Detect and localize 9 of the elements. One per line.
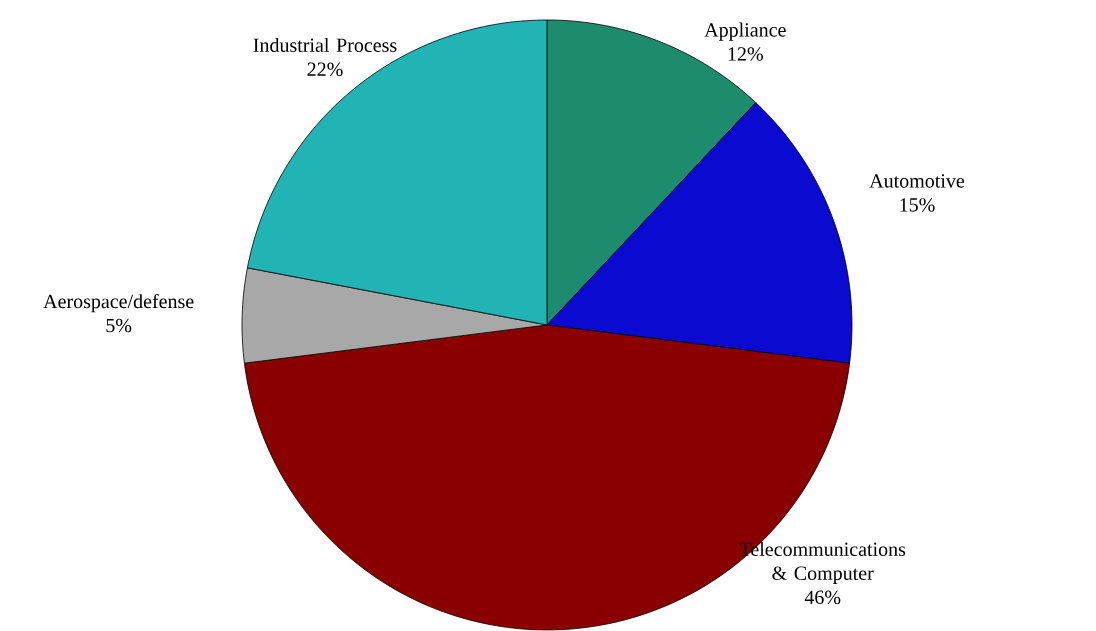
- data-label: 22%: [307, 62, 343, 77]
- data-label: 15%: [900, 198, 935, 212]
- slice-label: Automotive: [869, 174, 965, 188]
- data-label: 12%: [728, 47, 763, 61]
- slice-label: Aerospace/defense: [43, 293, 194, 313]
- slice-label: Appliance: [704, 22, 786, 41]
- data-label: 5%: [106, 318, 132, 333]
- data-label: 46%: [804, 590, 841, 605]
- slice-label: Industrial Process: [253, 37, 397, 52]
